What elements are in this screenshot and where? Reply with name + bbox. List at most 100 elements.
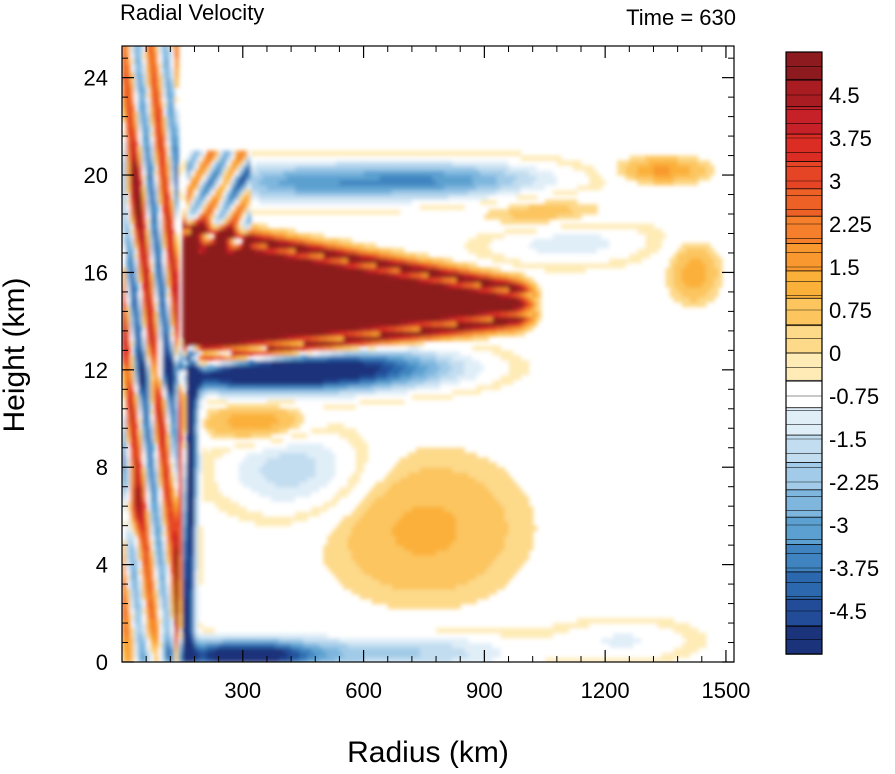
field-cell — [138, 515, 143, 522]
field-cell — [214, 287, 220, 293]
field-cell — [126, 428, 131, 434]
field-cell — [178, 496, 183, 502]
field-cell — [170, 506, 175, 512]
field-cell — [126, 306, 131, 312]
field-cell — [154, 238, 159, 244]
field-cell — [311, 472, 316, 478]
field-cell — [222, 330, 228, 337]
field-cell — [315, 374, 320, 381]
field-cell — [206, 467, 212, 473]
field-cell — [319, 428, 324, 434]
field-cell — [174, 179, 179, 186]
field-cell — [138, 321, 143, 327]
field-cell — [154, 267, 159, 274]
field-cell — [122, 141, 127, 147]
field-cell — [134, 467, 139, 473]
field-cell — [134, 438, 139, 444]
field-cell — [234, 209, 240, 215]
field-cell — [303, 433, 308, 439]
field-cell — [194, 365, 200, 371]
field-cell — [122, 394, 127, 400]
field-cell — [246, 452, 252, 459]
field-cell — [170, 569, 175, 575]
field-cell — [142, 486, 147, 493]
field-cell — [234, 194, 240, 200]
field-cell — [242, 199, 248, 205]
field-cell — [202, 316, 208, 322]
field-cell — [182, 593, 187, 600]
field-cell — [323, 306, 328, 312]
field-cell — [275, 184, 280, 191]
field-cell — [287, 311, 292, 317]
field-cell — [335, 428, 340, 434]
field-cell — [258, 627, 264, 634]
field-cell — [178, 506, 183, 512]
field-cell — [250, 462, 256, 468]
field-cell — [262, 418, 268, 424]
field-cell — [307, 257, 312, 264]
field-cell — [126, 647, 131, 653]
field-cell — [307, 467, 312, 473]
field-cell — [279, 642, 284, 648]
field-cell — [226, 477, 232, 483]
field-cell — [234, 291, 240, 298]
field-cell — [299, 399, 304, 405]
field-cell — [311, 627, 316, 634]
field-cell — [206, 282, 212, 288]
field-cell — [178, 584, 183, 590]
field-cell — [242, 632, 248, 639]
field-cell — [130, 218, 135, 225]
field-cell — [271, 515, 276, 522]
field-cell — [303, 326, 308, 332]
field-cell — [170, 584, 175, 590]
field-cell — [319, 481, 324, 488]
field-cell — [307, 647, 312, 653]
field-cell — [166, 472, 171, 478]
field-cell — [186, 550, 191, 556]
field-cell — [295, 355, 300, 361]
field-cell — [166, 87, 171, 93]
field-cell — [218, 379, 224, 386]
field-cell — [242, 194, 248, 200]
field-cell — [194, 472, 200, 478]
field-cell — [262, 423, 268, 429]
field-cell — [166, 199, 171, 205]
field-cell — [150, 550, 155, 556]
field-cell — [275, 457, 280, 463]
field-cell — [311, 506, 316, 512]
field-cell — [226, 637, 232, 644]
field-cell — [154, 345, 159, 351]
field-cell — [162, 579, 167, 585]
field-cell — [262, 350, 268, 356]
field-cell — [170, 136, 175, 142]
field-cell — [214, 491, 220, 498]
field-cell — [230, 632, 236, 639]
field-cell — [202, 374, 208, 381]
field-cell — [142, 204, 147, 210]
field-cell — [339, 554, 344, 561]
field-cell — [126, 82, 131, 88]
field-cell — [142, 477, 147, 483]
field-cell — [339, 540, 344, 546]
field-cell — [307, 277, 312, 283]
field-cell — [319, 657, 324, 662]
field-cell — [287, 340, 292, 347]
field-cell — [198, 189, 204, 196]
field-cell — [283, 184, 288, 191]
field-cell — [134, 228, 139, 235]
field-cell — [158, 472, 163, 478]
field-cell — [323, 554, 328, 561]
field-cell — [266, 491, 272, 498]
field-cell — [122, 321, 127, 327]
field-cell — [218, 218, 224, 225]
field-cell — [158, 496, 163, 502]
field-cell — [190, 457, 195, 463]
field-cell — [226, 511, 232, 517]
field-cell — [182, 486, 187, 493]
field-cell — [250, 428, 256, 434]
field-cell — [194, 515, 200, 522]
field-cell — [315, 350, 320, 356]
field-cell — [182, 175, 187, 181]
field-cell — [222, 228, 228, 235]
field-cell — [319, 491, 324, 498]
